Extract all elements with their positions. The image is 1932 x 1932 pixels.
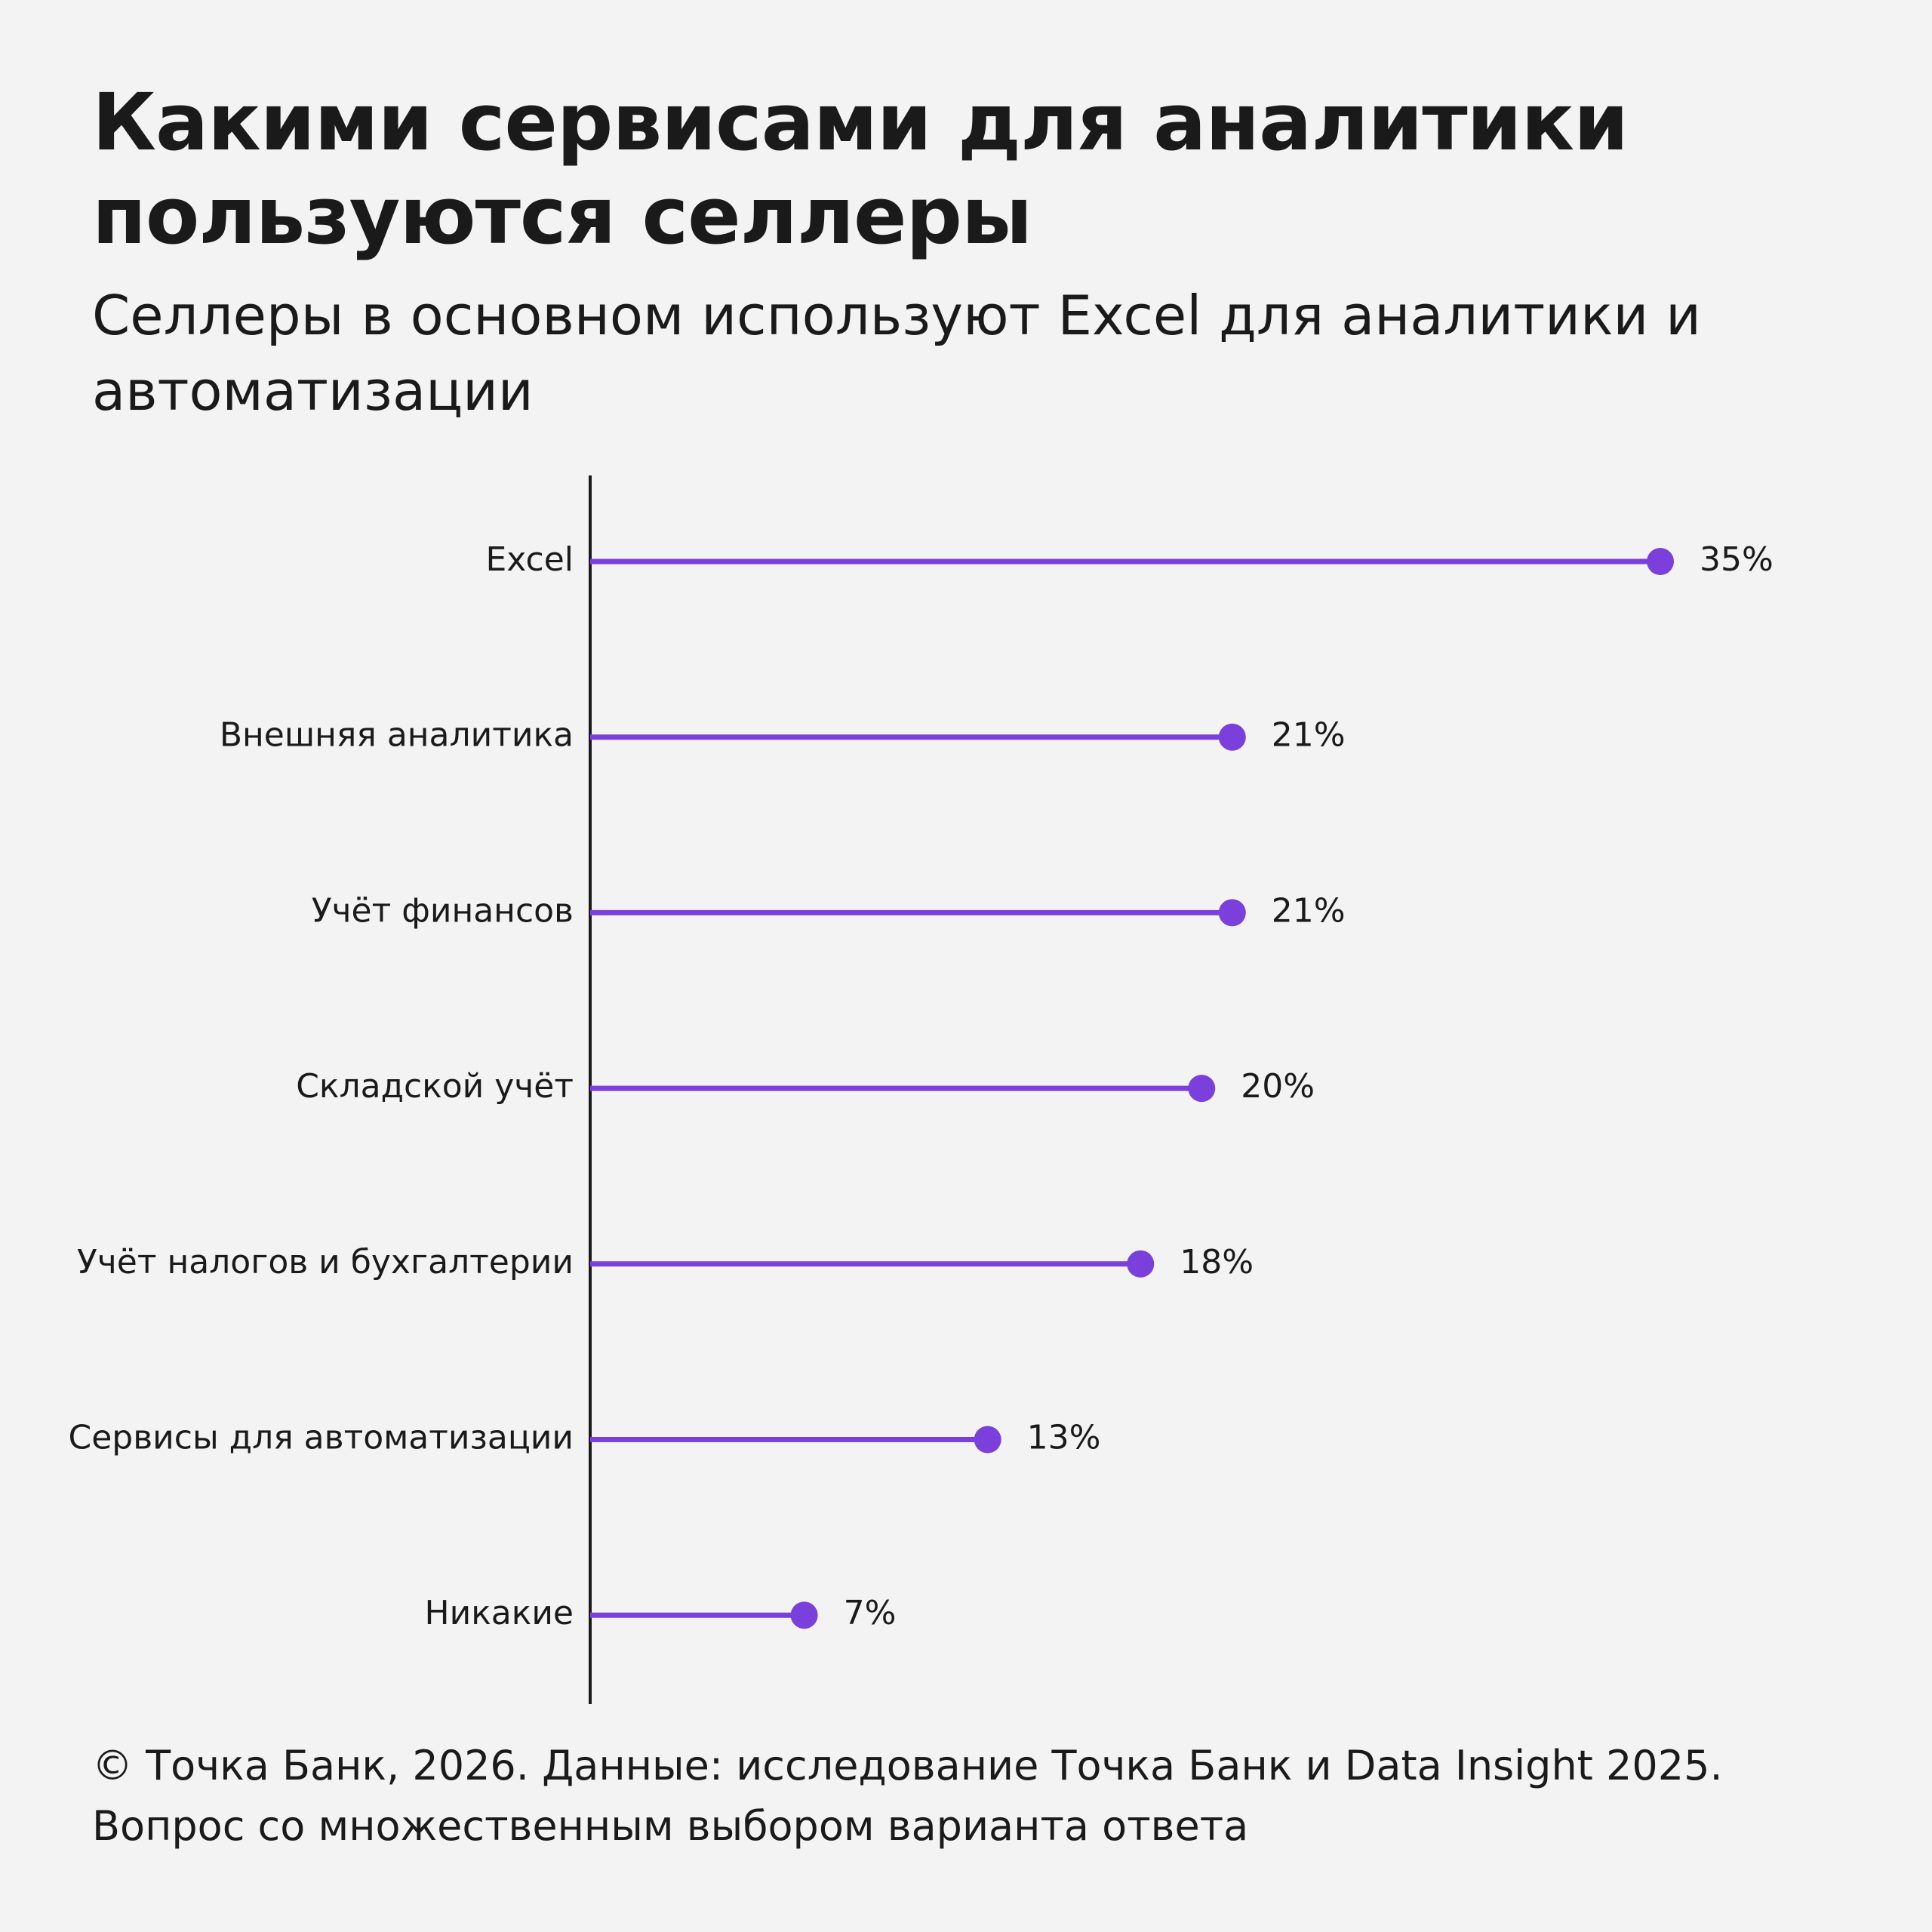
value-label: 21% bbox=[1272, 891, 1346, 930]
value-label: 20% bbox=[1241, 1067, 1315, 1106]
category-label: Учёт финансов bbox=[312, 891, 574, 930]
lollipop-dot bbox=[1218, 723, 1246, 751]
value-label: 21% bbox=[1272, 716, 1346, 755]
value-label: 35% bbox=[1700, 540, 1774, 579]
lollipop-dot bbox=[1647, 548, 1674, 575]
source-footer: © Точка Банк, 2026. Данные: исследование… bbox=[92, 1736, 1873, 1857]
value-label: 13% bbox=[1027, 1419, 1101, 1457]
category-label: Excel bbox=[485, 540, 574, 579]
category-label: Сервисы для автоматизации bbox=[69, 1419, 574, 1457]
lollipop-dot bbox=[790, 1601, 818, 1629]
lollipop-dot bbox=[1188, 1075, 1216, 1103]
question-note: Вопрос со множественным выбором варианта… bbox=[92, 1802, 1249, 1850]
category-label: Складской учёт bbox=[296, 1067, 574, 1106]
category-label: Внешняя аналитика bbox=[220, 716, 574, 755]
source-note: © Точка Банк, 2026. Данные: исследование… bbox=[92, 1742, 1723, 1789]
lollipop-dot bbox=[1127, 1250, 1155, 1278]
lollipop-dot bbox=[1218, 899, 1246, 927]
chart-subtitle: Селлеры в основном используют Excel для … bbox=[92, 284, 1701, 423]
chart-title: Какими сервисами для аналитики пользуютс… bbox=[92, 76, 1629, 262]
value-label: 7% bbox=[844, 1594, 897, 1632]
value-label: 18% bbox=[1180, 1243, 1254, 1281]
lollipop-dot bbox=[974, 1426, 1001, 1454]
category-label: Никакие bbox=[425, 1594, 574, 1632]
category-label: Учёт налогов и бухгалтерии bbox=[77, 1243, 574, 1281]
